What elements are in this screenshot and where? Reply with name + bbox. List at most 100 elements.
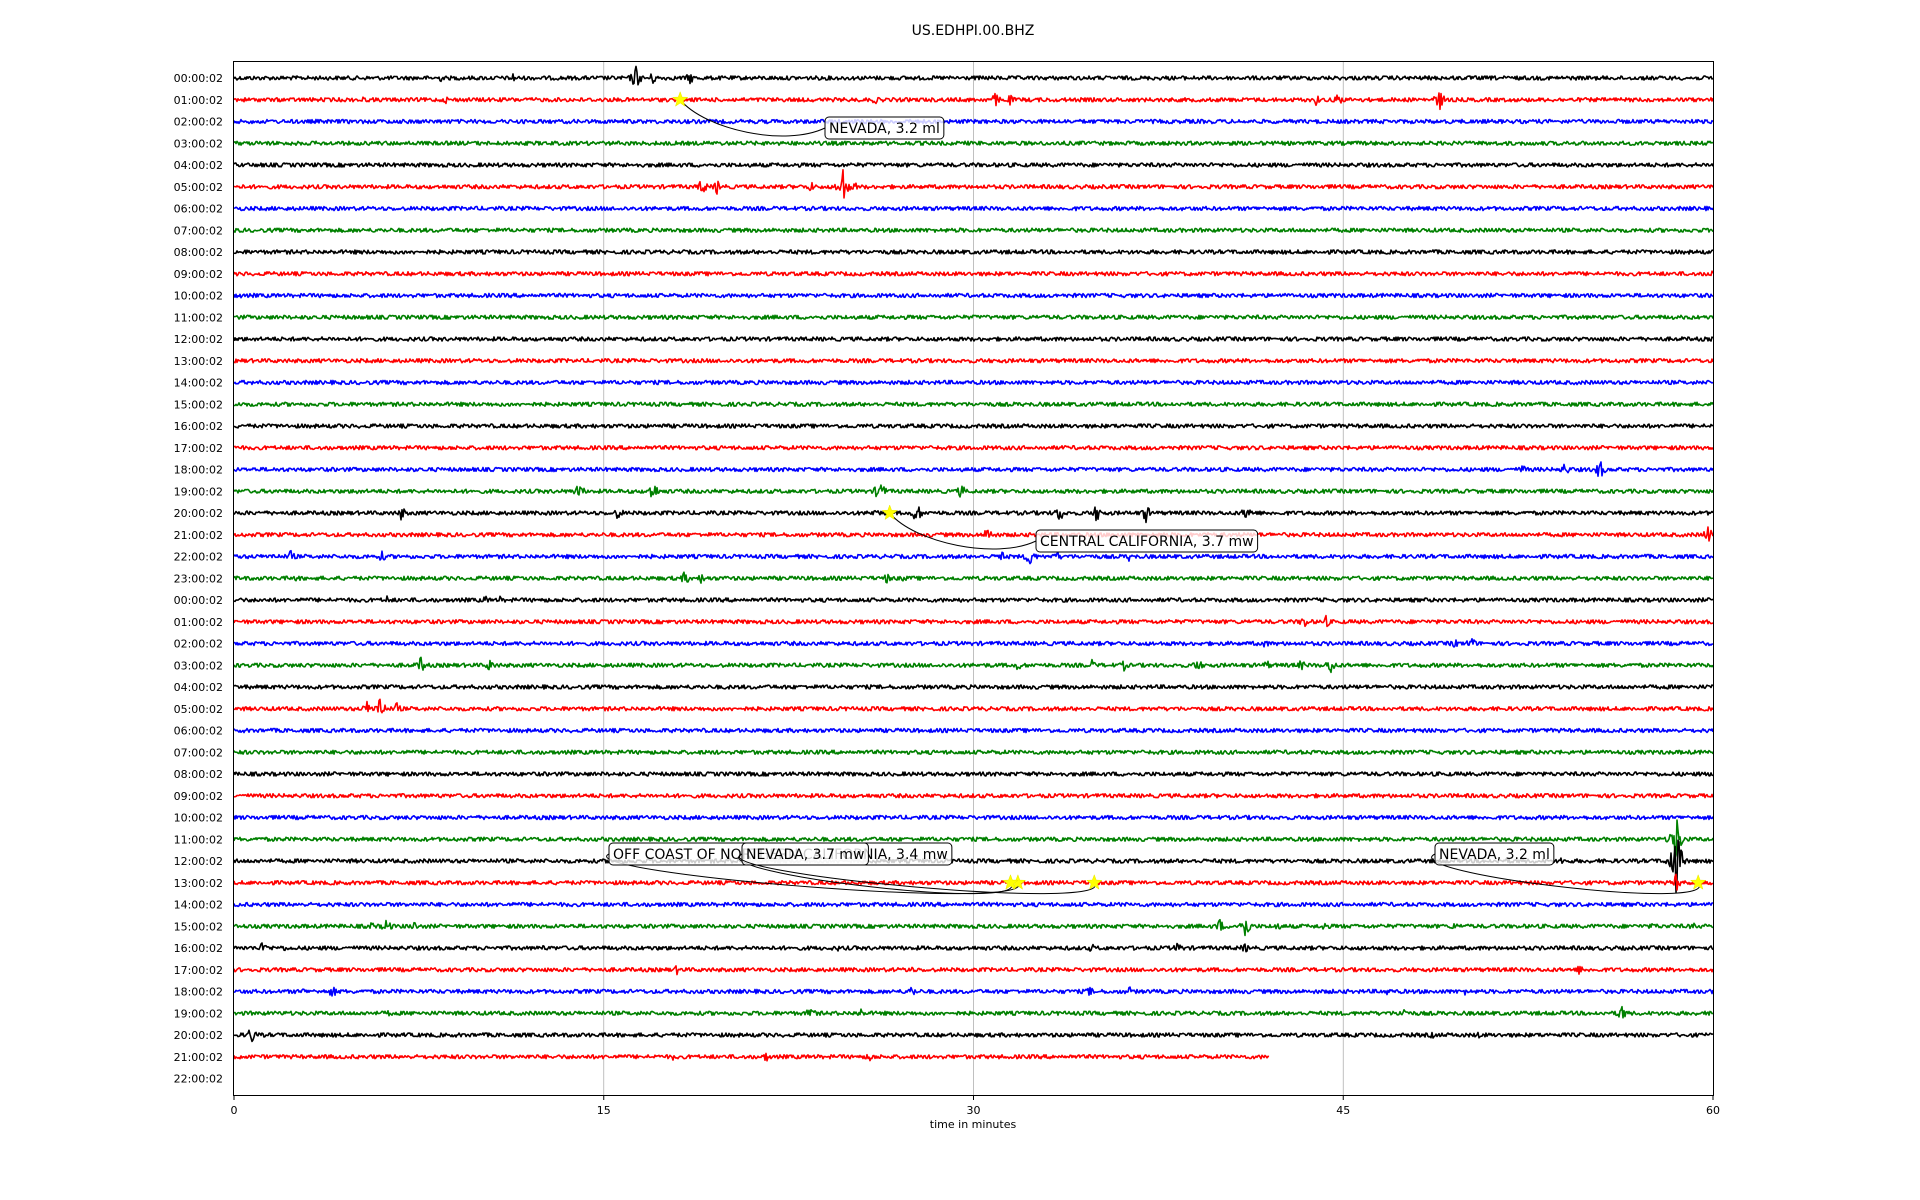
- y-tick-label: 22:00:02: [174, 551, 223, 564]
- y-tick-label: 18:00:02: [174, 464, 223, 477]
- earthquake-star-icon: [881, 504, 898, 521]
- y-tick-label: 17:00:02: [174, 442, 223, 455]
- chart-title: US.EDHPI.00.BHZ: [912, 23, 1035, 39]
- trace-row-13: [233, 358, 1714, 364]
- trace-row-44: [233, 1029, 1714, 1043]
- trace-row-37: [233, 873, 1713, 891]
- trace-row-22: [233, 549, 1714, 565]
- trace-row-33: [233, 793, 1714, 799]
- trace-row-40: [233, 942, 1714, 953]
- trace-row-26: [233, 638, 1714, 648]
- y-tick-label: 01:00:02: [174, 616, 223, 629]
- y-tick-label: 06:00:02: [174, 725, 223, 738]
- annotation-box: [1434, 842, 1555, 866]
- y-tick-labels: 00:00:02 01:00:02 02:00:02 03:00:02 04:00:02…: [174, 72, 223, 1086]
- annotation-box: [824, 116, 945, 140]
- trace-row-41: [233, 965, 1714, 976]
- y-tick-label: 22:00:02: [174, 1073, 223, 1086]
- trace-row-20: [233, 506, 1714, 524]
- y-tick-label: 03:00:02: [174, 659, 223, 672]
- x-axis-label: time in minutes: [930, 1118, 1017, 1131]
- y-tick-label: 04:00:02: [174, 681, 223, 694]
- x-tick-label: 45: [1336, 1104, 1350, 1117]
- y-tick-label: 09:00:02: [174, 790, 223, 803]
- y-tick-label: 01:00:02: [174, 94, 223, 107]
- earthquake-annotations: NEVADA, 3.2 ml CENTRAL CALIFORNIA, 3.7 mw…: [606, 91, 1707, 895]
- y-tick-label: 10:00:02: [174, 812, 223, 825]
- trace-row-43: [233, 1005, 1714, 1019]
- trace-row-45: [233, 1052, 1270, 1062]
- earthquake-annotation: CENTRAL CALIFORNIA, 3.7 mw: [881, 504, 1259, 553]
- trace-row-11: [233, 314, 1714, 320]
- y-tick-label: 00:00:02: [174, 594, 223, 607]
- earthquake-star-icon: [671, 91, 689, 107]
- trace-row-10: [233, 292, 1714, 299]
- earthquake-star-icon: [1689, 874, 1707, 890]
- x-tick-label: 0: [231, 1104, 238, 1117]
- y-tick-label: 05:00:02: [174, 703, 223, 716]
- y-tick-label: 11:00:02: [174, 311, 223, 324]
- trace-row-34: [233, 814, 1714, 821]
- y-tick-label: 15:00:02: [174, 920, 223, 933]
- trace-row-1: [233, 92, 1714, 111]
- y-tick-label: 08:00:02: [174, 246, 223, 259]
- earthquake-annotation: NEVADA, 3.2 ml: [671, 91, 945, 140]
- earthquake-star-icon: [1002, 874, 1019, 890]
- y-tick-label: 21:00:02: [174, 529, 223, 542]
- annotation-box: [1035, 529, 1259, 553]
- y-tick-label: 08:00:02: [174, 768, 223, 781]
- trace-row-31: [233, 749, 1714, 755]
- trace-row-16: [234, 423, 1714, 429]
- y-tick-label: 21:00:02: [174, 1051, 223, 1064]
- earthquake-annotation: NEVADA, 3.2 ml: [738, 853, 1103, 895]
- trace-row-5: [233, 169, 1714, 199]
- y-tick-label: 19:00:02: [174, 1007, 223, 1020]
- trace-row-42: [233, 986, 1714, 997]
- earthquake-label: NEVADA, 3.2 ml: [829, 121, 940, 137]
- trace-row-25: [233, 614, 1714, 628]
- earthquake-annotation: NEVADA, 3.2 ml: [1431, 842, 1707, 895]
- trace-row-30: [233, 727, 1714, 734]
- trace-row-4: [233, 162, 1714, 168]
- trace-row-12: [233, 336, 1714, 342]
- trace-row-7: [233, 227, 1714, 233]
- y-tick-label: 20:00:02: [174, 1029, 223, 1042]
- trace-row-35: [233, 819, 1714, 860]
- y-tick-label: 15:00:02: [174, 398, 223, 411]
- earthquake-star-icon: [1086, 874, 1103, 890]
- y-tick-label: 04:00:02: [174, 159, 223, 172]
- trace-row-6: [233, 205, 1714, 212]
- annotation-connector: [679, 99, 826, 137]
- y-tick-label: 09:00:02: [174, 268, 223, 281]
- y-tick-label: 00:00:02: [174, 72, 223, 85]
- y-tick-label: 10:00:02: [174, 290, 223, 303]
- trace-row-0: [233, 65, 1714, 86]
- y-tick-label: 03:00:02: [174, 137, 223, 150]
- grid-lines: [603, 62, 1344, 1095]
- y-tick-label: 23:00:02: [174, 572, 223, 585]
- trace-row-19: [233, 484, 1714, 498]
- y-tick-label: 16:00:02: [174, 942, 223, 955]
- y-tick-label: 12:00:02: [174, 855, 223, 868]
- trace-row-8: [233, 249, 1714, 255]
- trace-row-21: [233, 526, 1714, 542]
- trace-row-14: [233, 379, 1714, 386]
- trace-row-3: [233, 140, 1714, 146]
- y-tick-label: 16:00:02: [174, 420, 223, 433]
- earthquake-label: NEVADA, 3.2 ml: [1439, 847, 1550, 863]
- earthquake-annotation: NEVADA, 3.7 mw: [738, 842, 1019, 895]
- trace-row-23: [233, 571, 1714, 584]
- seismic-traces: [233, 65, 1714, 1062]
- trace-row-38: [233, 901, 1713, 908]
- y-tick-label: 18:00:02: [174, 986, 223, 999]
- annotation-connector: [889, 512, 1037, 550]
- x-tick-labels: 0 15 30 45 60: [231, 1095, 1720, 1117]
- y-tick-label: 06:00:02: [174, 203, 223, 216]
- y-tick-label: 07:00:02: [174, 224, 223, 237]
- earthquake-label: NEVADA, 3.7 mw: [746, 847, 864, 863]
- trace-row-15: [234, 401, 1714, 407]
- y-tick-label: 11:00:02: [174, 833, 223, 846]
- y-tick-label: 14:00:02: [174, 899, 223, 912]
- trace-row-29: [233, 698, 1714, 714]
